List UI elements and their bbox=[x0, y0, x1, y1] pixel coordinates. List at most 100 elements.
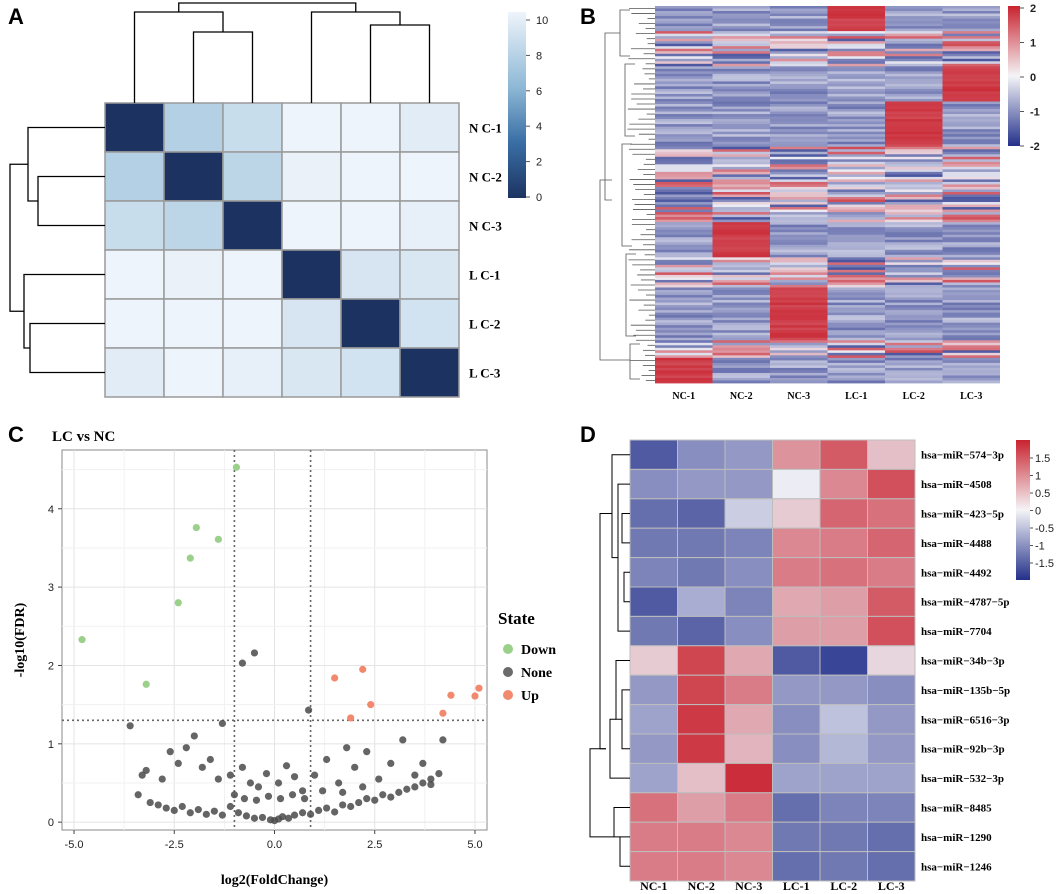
heatmap-cell bbox=[885, 232, 943, 236]
heatmap-cell bbox=[942, 377, 1000, 381]
heatmap-cell bbox=[712, 6, 770, 9]
heatmap-cell bbox=[712, 305, 770, 308]
heatmap-cell bbox=[827, 345, 885, 349]
data-point-none bbox=[218, 719, 226, 728]
heatmap-cell bbox=[712, 26, 770, 30]
heatmap-cell bbox=[885, 98, 943, 102]
heatmap-cell bbox=[827, 66, 885, 70]
heatmap-cell bbox=[827, 234, 885, 238]
data-point-none bbox=[427, 780, 435, 789]
heatmap-cell bbox=[770, 116, 828, 120]
heatmap-cell bbox=[655, 297, 713, 301]
heatmap-cell bbox=[770, 146, 828, 150]
heatmap-cell bbox=[712, 297, 770, 301]
heatmap-cell bbox=[827, 186, 885, 190]
heatmap-cell bbox=[724, 733, 773, 764]
data-point-up bbox=[447, 691, 455, 699]
data-point-none bbox=[238, 763, 247, 771]
heatmap-cell bbox=[942, 249, 1000, 253]
heatmap-cell bbox=[867, 704, 916, 735]
heatmap-cell bbox=[942, 184, 1000, 188]
heatmap-cell bbox=[942, 372, 1000, 376]
colorbar-tick-label: -0.5 bbox=[1035, 523, 1054, 535]
heatmap-cell bbox=[885, 144, 943, 148]
data-point-down bbox=[142, 680, 150, 688]
heatmap-cell bbox=[770, 315, 828, 319]
heatmap-cell bbox=[885, 126, 943, 130]
heatmap-cell bbox=[770, 184, 828, 188]
heatmap-cell bbox=[827, 31, 885, 35]
heatmap-cell bbox=[942, 287, 1000, 291]
heatmap-cell bbox=[712, 234, 770, 238]
heatmap-cell bbox=[827, 277, 885, 281]
heatmap-cell bbox=[655, 43, 713, 47]
heatmap-cell bbox=[655, 269, 713, 273]
heatmap-cell bbox=[655, 199, 713, 203]
heatmap-cell bbox=[712, 239, 770, 243]
heatmap-cell bbox=[655, 272, 713, 276]
heatmap-cell bbox=[712, 362, 770, 366]
heatmap-cell bbox=[942, 254, 1000, 258]
heatmap-cell bbox=[655, 106, 713, 110]
heatmap-cell bbox=[655, 186, 713, 190]
heatmap-cell bbox=[712, 131, 770, 135]
heatmap-cell bbox=[724, 557, 773, 588]
heatmap-cell bbox=[655, 315, 713, 319]
heatmap-cell bbox=[867, 733, 916, 764]
heatmap-cell bbox=[655, 214, 713, 218]
heatmap-cell bbox=[655, 8, 713, 12]
heatmap-cell bbox=[867, 792, 916, 823]
heatmap-cell bbox=[885, 111, 943, 115]
colorbar-tick-label: 1.5 bbox=[1035, 453, 1050, 465]
data-point-none bbox=[375, 775, 383, 783]
heatmap-cell bbox=[770, 292, 828, 296]
heatmap-cell bbox=[712, 204, 770, 208]
heatmap-cell bbox=[712, 179, 770, 183]
heatmap-cell bbox=[712, 372, 770, 376]
heatmap-cell bbox=[770, 335, 828, 339]
heatmap-cell bbox=[655, 310, 713, 314]
heatmap-cell bbox=[885, 191, 943, 195]
heatmap-cell bbox=[885, 43, 943, 47]
heatmap-cell bbox=[942, 305, 1000, 308]
heatmap-cell bbox=[827, 43, 885, 47]
heatmap-cell bbox=[885, 73, 943, 77]
row-dendrogram bbox=[599, 8, 655, 381]
heatmap-cell bbox=[655, 104, 713, 107]
data-point-none bbox=[238, 659, 247, 667]
heatmap-cell bbox=[942, 352, 1000, 356]
heatmap-cell bbox=[712, 129, 770, 133]
heatmap-cell bbox=[655, 191, 713, 195]
heatmap-cell bbox=[770, 174, 828, 178]
heatmap-cell bbox=[629, 733, 678, 764]
heatmap-cell bbox=[885, 350, 943, 354]
heatmap-cell bbox=[942, 252, 1000, 256]
heatmap-cell bbox=[942, 247, 1000, 251]
data-point-none bbox=[323, 755, 331, 764]
heatmap-cell bbox=[629, 821, 678, 853]
heatmap-cell bbox=[712, 242, 770, 246]
heatmap-cell bbox=[712, 28, 770, 32]
heatmap-cell bbox=[885, 375, 943, 379]
heatmap-cell bbox=[885, 224, 943, 228]
heatmap-cell bbox=[712, 56, 770, 60]
heatmap-cell bbox=[770, 58, 828, 62]
heatmap-cell bbox=[770, 151, 828, 155]
heatmap-cell bbox=[827, 16, 885, 19]
heatmap-cell bbox=[942, 146, 1000, 150]
heatmap-cell bbox=[712, 227, 770, 231]
heatmap-cell bbox=[827, 179, 885, 183]
heatmap-cell bbox=[655, 13, 713, 17]
heatmap-cell bbox=[770, 307, 828, 311]
column-label: NC-1 bbox=[640, 879, 667, 893]
heatmap-cell bbox=[885, 26, 943, 30]
heatmap-cell bbox=[827, 197, 885, 200]
heatmap-cell bbox=[827, 327, 885, 331]
heatmap-cell bbox=[885, 154, 943, 158]
heatmap-cell bbox=[827, 96, 885, 100]
heatmap-cell bbox=[942, 367, 1000, 371]
heatmap-cell bbox=[655, 91, 713, 95]
colorbar-tick-label: 6 bbox=[536, 86, 542, 98]
heatmap-cell bbox=[772, 645, 821, 676]
heatmap-cell bbox=[885, 197, 943, 200]
